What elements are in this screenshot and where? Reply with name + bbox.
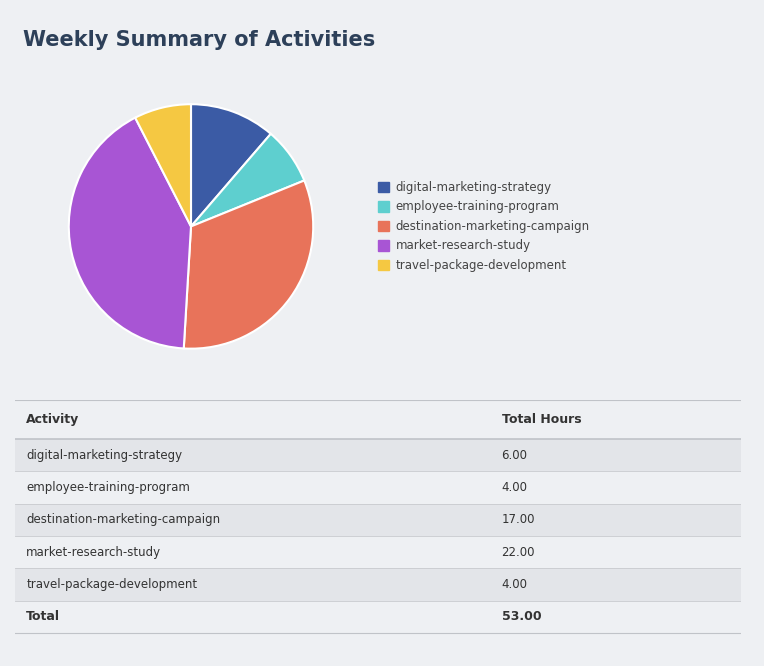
Bar bbox=[15, 601, 741, 633]
Bar bbox=[15, 536, 741, 568]
Text: 4.00: 4.00 bbox=[502, 578, 528, 591]
Text: market-research-study: market-research-study bbox=[26, 545, 161, 559]
Text: 53.00: 53.00 bbox=[502, 611, 541, 623]
Wedge shape bbox=[184, 180, 313, 349]
Text: employee-training-program: employee-training-program bbox=[26, 481, 190, 494]
Wedge shape bbox=[191, 104, 270, 226]
Text: Weekly Summary of Activities: Weekly Summary of Activities bbox=[23, 30, 375, 50]
Bar bbox=[15, 503, 741, 536]
Text: 22.00: 22.00 bbox=[502, 545, 535, 559]
Bar bbox=[15, 472, 741, 503]
Wedge shape bbox=[135, 104, 191, 226]
Text: 4.00: 4.00 bbox=[502, 481, 528, 494]
Text: destination-marketing-campaign: destination-marketing-campaign bbox=[26, 513, 220, 526]
Legend: digital-marketing-strategy, employee-training-program, destination-marketing-cam: digital-marketing-strategy, employee-tra… bbox=[374, 177, 593, 276]
Wedge shape bbox=[191, 134, 304, 226]
Wedge shape bbox=[69, 118, 191, 348]
Bar bbox=[15, 439, 741, 472]
Text: digital-marketing-strategy: digital-marketing-strategy bbox=[26, 448, 183, 462]
Text: 6.00: 6.00 bbox=[502, 448, 528, 462]
Text: Activity: Activity bbox=[26, 413, 79, 426]
Text: Total Hours: Total Hours bbox=[502, 413, 581, 426]
Bar bbox=[15, 568, 741, 601]
Text: Total: Total bbox=[26, 611, 60, 623]
Text: 17.00: 17.00 bbox=[502, 513, 535, 526]
Text: travel-package-development: travel-package-development bbox=[26, 578, 197, 591]
